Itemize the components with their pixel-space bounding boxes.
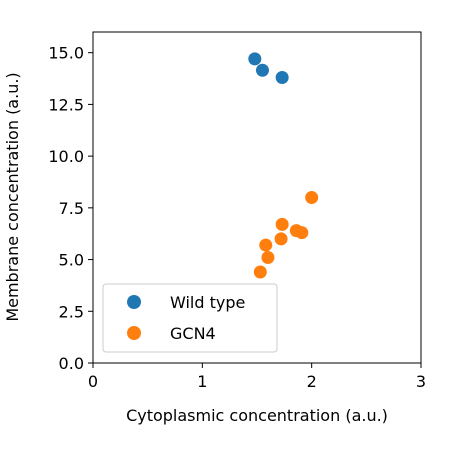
x-axis-label: Cytoplasmic concentration (a.u.) xyxy=(126,406,388,425)
y-tick-label: 2.5 xyxy=(59,302,84,321)
legend-box xyxy=(102,283,278,353)
axis-ticks: 0 1 2 3 0.0 2.5 5.0 7.5 10.0 12.5 15.0 xyxy=(48,44,426,391)
data-point-wild-type xyxy=(248,52,262,66)
legend-label-gcn4: GCN4 xyxy=(170,324,216,343)
y-tick-label: 0.0 xyxy=(59,354,84,373)
y-axis-label: Membrane concentration (a.u.) xyxy=(3,72,22,321)
data-point-gcn4 xyxy=(305,191,319,204)
x-tick-label: 0 xyxy=(88,372,98,391)
data-point-gcn4 xyxy=(253,265,267,279)
data-point-gcn4 xyxy=(274,232,288,246)
legend-label-wild-type: Wild type xyxy=(170,293,245,312)
data-point-gcn4 xyxy=(275,217,289,231)
data-point-wild-type xyxy=(255,63,269,77)
x-tick-label: 1 xyxy=(197,372,207,391)
plot-frame xyxy=(92,31,422,364)
data-points xyxy=(248,52,319,279)
data-point-gcn4 xyxy=(259,238,273,252)
legend-marker-gcn4 xyxy=(127,326,141,340)
x-tick-label: 3 xyxy=(416,372,426,391)
y-tick-label: 5.0 xyxy=(59,251,84,270)
data-point-gcn4 xyxy=(261,250,275,264)
data-point-gcn4 xyxy=(295,226,309,240)
data-point-wild-type xyxy=(275,71,289,85)
x-tick-label: 2 xyxy=(307,372,317,391)
y-tick-label: 12.5 xyxy=(48,95,84,114)
y-tick-label: 10.0 xyxy=(48,147,84,166)
y-tick-label: 15.0 xyxy=(48,44,84,63)
legend-marker-wild-type xyxy=(127,295,141,309)
legend: Wild type GCN4 xyxy=(102,283,278,353)
y-tick-label: 7.5 xyxy=(59,199,84,218)
